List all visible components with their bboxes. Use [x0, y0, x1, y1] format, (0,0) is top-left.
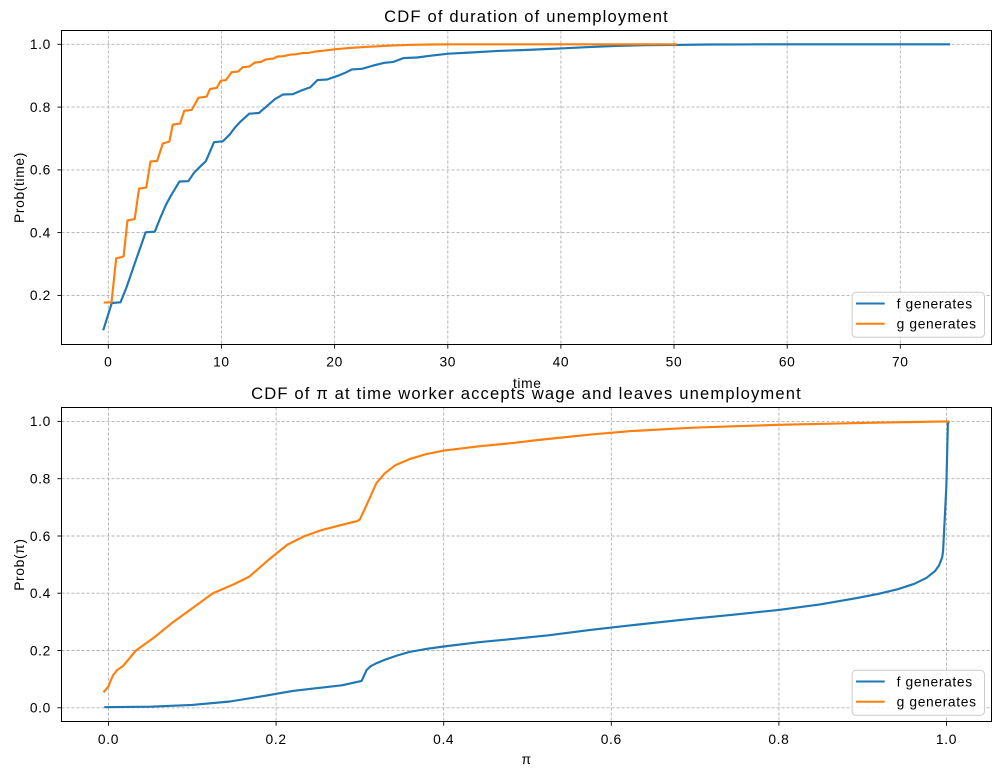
- svg-text:CDF of π at time worker accept: CDF of π at time worker accepts wage and…: [251, 384, 802, 403]
- svg-text:1.0: 1.0: [936, 732, 957, 747]
- svg-text:1.0: 1.0: [30, 37, 51, 52]
- svg-text:70: 70: [892, 354, 909, 369]
- svg-text:60: 60: [779, 354, 796, 369]
- svg-text:0.8: 0.8: [768, 732, 789, 747]
- svg-text:0.8: 0.8: [30, 100, 51, 115]
- svg-text:0.4: 0.4: [30, 586, 51, 601]
- svg-text:0.8: 0.8: [30, 472, 51, 487]
- svg-text:f generates: f generates: [897, 296, 973, 311]
- svg-text:π: π: [522, 752, 532, 767]
- svg-text:0.6: 0.6: [601, 732, 622, 747]
- svg-text:0.0: 0.0: [30, 701, 51, 716]
- svg-text:0.2: 0.2: [266, 732, 287, 747]
- svg-text:0.6: 0.6: [30, 529, 51, 544]
- svg-text:40: 40: [553, 354, 570, 369]
- svg-text:0.6: 0.6: [30, 163, 51, 178]
- svg-text:0.4: 0.4: [433, 732, 454, 747]
- svg-text:0.2: 0.2: [30, 288, 51, 303]
- svg-text:Prob(π): Prob(π): [12, 538, 27, 590]
- svg-text:30: 30: [439, 354, 456, 369]
- svg-text:0.4: 0.4: [30, 225, 51, 240]
- svg-text:CDF of duration of unemploymen: CDF of duration of unemployment: [384, 7, 669, 26]
- svg-text:Prob(time): Prob(time): [12, 152, 27, 223]
- svg-text:g generates: g generates: [897, 317, 977, 332]
- svg-text:f generates: f generates: [897, 674, 973, 689]
- svg-text:50: 50: [666, 354, 683, 369]
- svg-text:0.0: 0.0: [98, 732, 119, 747]
- svg-text:0.2: 0.2: [30, 643, 51, 658]
- svg-text:g generates: g generates: [897, 695, 977, 710]
- svg-text:0: 0: [104, 354, 112, 369]
- svg-text:1.0: 1.0: [30, 414, 51, 429]
- svg-text:time: time: [513, 376, 542, 391]
- svg-text:10: 10: [213, 354, 230, 369]
- svg-text:20: 20: [326, 354, 343, 369]
